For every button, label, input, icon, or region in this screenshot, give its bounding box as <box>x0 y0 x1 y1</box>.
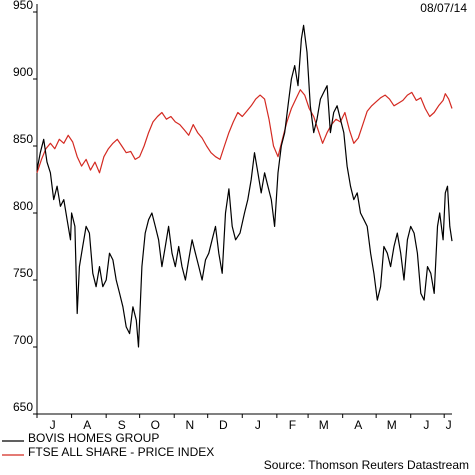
series-line-ftse-all-share <box>36 89 453 174</box>
date-label: 08/07/14 <box>420 1 467 15</box>
y-tick-label: 650 <box>13 400 33 414</box>
source-label: Source: Thomson Reuters Datastream <box>263 458 469 472</box>
x-tick-label: J <box>423 418 429 432</box>
series-line-bovis-homes <box>36 24 453 348</box>
x-tick-label: J <box>255 418 261 432</box>
y-tick-label: 850 <box>13 132 33 146</box>
x-tick-label: O <box>151 418 160 432</box>
x-tick-label: M <box>387 418 397 432</box>
y-tick-label: 700 <box>13 333 33 347</box>
legend-label: BOVIS HOMES GROUP <box>28 431 159 445</box>
y-tick-label: 750 <box>13 266 33 280</box>
x-tick-label: J <box>446 418 452 432</box>
x-tick-label: D <box>219 418 228 432</box>
x-tick-label: A <box>354 418 362 432</box>
x-tick-label: A <box>83 418 91 432</box>
y-tick-label: 800 <box>13 199 33 213</box>
x-tick-label: J <box>50 418 56 432</box>
series-layer <box>36 24 453 348</box>
y-tick-label: 900 <box>13 65 33 79</box>
y-tick-label: 950 <box>13 0 33 12</box>
x-tick-label: S <box>118 418 126 432</box>
x-tick-label: F <box>289 418 296 432</box>
axis-layer: 650 700 750 800 850 900 950 J A S O N D J F M A M J J <box>13 0 452 432</box>
x-tick-label: M <box>319 418 329 432</box>
legend-label: FTSE ALL SHARE - PRICE INDEX <box>28 445 214 459</box>
x-tick-label: N <box>186 418 195 432</box>
